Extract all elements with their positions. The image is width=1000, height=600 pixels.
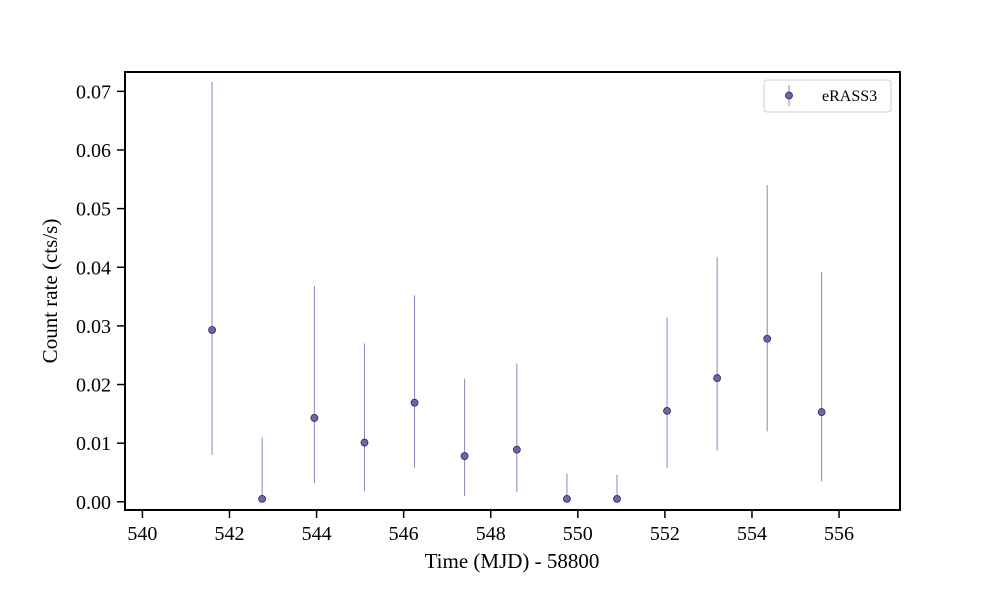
data-point — [613, 494, 621, 503]
x-axis-ticks: 540 542 544 546 548 550 552 554 556 — [127, 510, 854, 545]
y-tick-label: 0.06 — [76, 140, 111, 162]
plot-frame — [124, 71, 901, 511]
data-point — [563, 494, 571, 503]
legend-marker-icon — [785, 91, 793, 100]
x-tick-label: 546 — [389, 523, 419, 545]
x-tick-label: 552 — [650, 523, 680, 545]
data-point — [208, 326, 216, 334]
x-tick-label: 544 — [302, 523, 332, 545]
x-tick-label: 542 — [214, 523, 244, 545]
data-point — [663, 407, 671, 415]
x-tick-label: 550 — [563, 523, 593, 545]
y-tick-label: 0.07 — [76, 81, 111, 103]
data-point — [310, 414, 319, 422]
x-tick-label: 540 — [127, 523, 157, 545]
data-point — [360, 438, 369, 447]
data-point — [763, 334, 772, 343]
y-axis-label: Count rate (cts/s) — [38, 219, 62, 364]
x-axis-label: Time (MJD) - 58800 — [425, 549, 600, 573]
data-point — [258, 494, 267, 503]
legend-box — [763, 79, 892, 113]
data-point — [512, 445, 521, 454]
x-tick-label: 556 — [824, 523, 854, 545]
legend-label: eRASS3 — [822, 88, 877, 105]
y-tick-label: 0.00 — [76, 492, 111, 514]
y-tick-label: 0.03 — [76, 316, 111, 338]
y-axis-ticks: 0.00 0.01 0.02 0.03 0.04 0.05 0.06 0.07 — [76, 81, 125, 514]
series-layer — [208, 81, 826, 503]
y-tick-label: 0.04 — [76, 257, 111, 279]
y-tick-label: 0.02 — [76, 375, 111, 397]
y-tick-label: 0.01 — [76, 433, 111, 455]
data-point — [410, 398, 419, 407]
y-tick-label: 0.05 — [76, 199, 111, 221]
data-point — [713, 374, 722, 382]
x-tick-label: 548 — [476, 523, 506, 545]
legend: eRASS3 — [763, 79, 892, 113]
x-tick-label: 554 — [737, 523, 767, 545]
data-point — [817, 408, 826, 416]
data-point — [460, 452, 469, 460]
